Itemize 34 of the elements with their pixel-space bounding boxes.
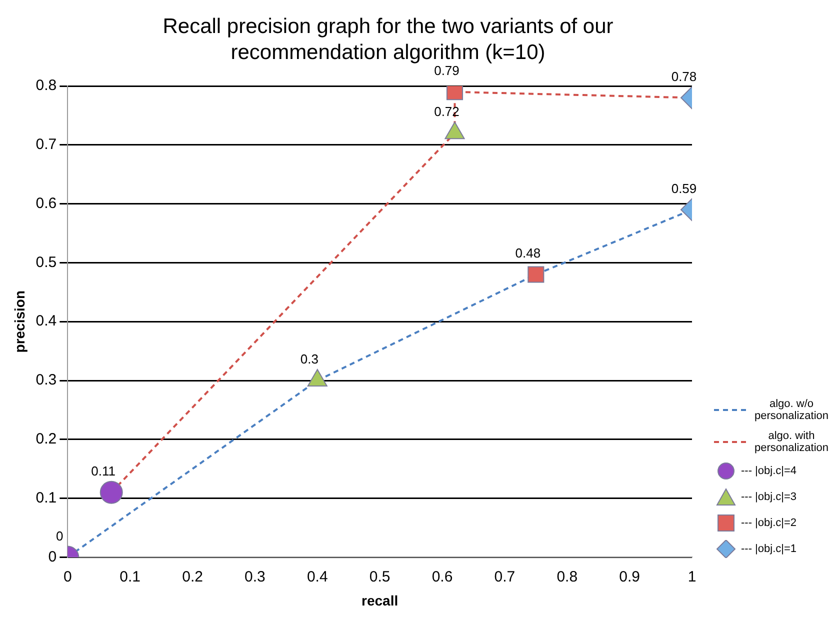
x-tick-label: 0.8 bbox=[556, 568, 578, 586]
legend-label: --- |obj.c|=1 bbox=[741, 543, 797, 555]
y-tick-label: 0 bbox=[48, 548, 57, 566]
y-tick-label: 0.1 bbox=[36, 489, 57, 506]
y-tick-label: 0.8 bbox=[36, 77, 57, 94]
y-tick-label: 0.2 bbox=[36, 430, 57, 448]
data-label: 0.3 bbox=[300, 352, 318, 367]
data-label: 0.72 bbox=[434, 104, 460, 120]
x-tick-label: 1 bbox=[688, 568, 696, 586]
x-tick-label: 0.2 bbox=[182, 568, 203, 586]
x-tick-label: 0.5 bbox=[369, 568, 390, 586]
data-label: 0.59 bbox=[671, 180, 697, 196]
y-tick-label: 0.4 bbox=[36, 312, 57, 330]
data-label: 0.48 bbox=[515, 246, 541, 261]
legend-label: --- |obj.c|=2 bbox=[741, 517, 797, 529]
x-tick-label: 0 bbox=[63, 568, 72, 586]
x-tick-label: 0.9 bbox=[619, 568, 640, 586]
x-axis-title: recall bbox=[362, 592, 398, 608]
y-tick-label: 0.5 bbox=[36, 254, 57, 271]
data-label: 0.78 bbox=[671, 68, 697, 84]
legend-label: algo. with personalization bbox=[754, 430, 830, 454]
legend-label: --- |obj.c|=3 bbox=[741, 491, 797, 503]
x-tick-label: 0.4 bbox=[306, 568, 328, 586]
x-tick-label: 0.7 bbox=[494, 568, 516, 586]
y-axis-title: precision bbox=[11, 290, 28, 353]
x-tick-label: 0.1 bbox=[120, 568, 141, 586]
y-tick-label: 0.7 bbox=[36, 136, 57, 154]
legend-label: algo. w/o personalization bbox=[754, 398, 830, 422]
y-tick-label: 0.6 bbox=[36, 194, 57, 212]
x-tick-label: 0.3 bbox=[244, 568, 266, 586]
x-tick-label: 0.6 bbox=[432, 568, 453, 586]
data-label: 0.11 bbox=[91, 463, 116, 478]
y-tick-label: 0.3 bbox=[36, 372, 57, 389]
legend-label: --- |obj.c|=4 bbox=[741, 465, 797, 477]
